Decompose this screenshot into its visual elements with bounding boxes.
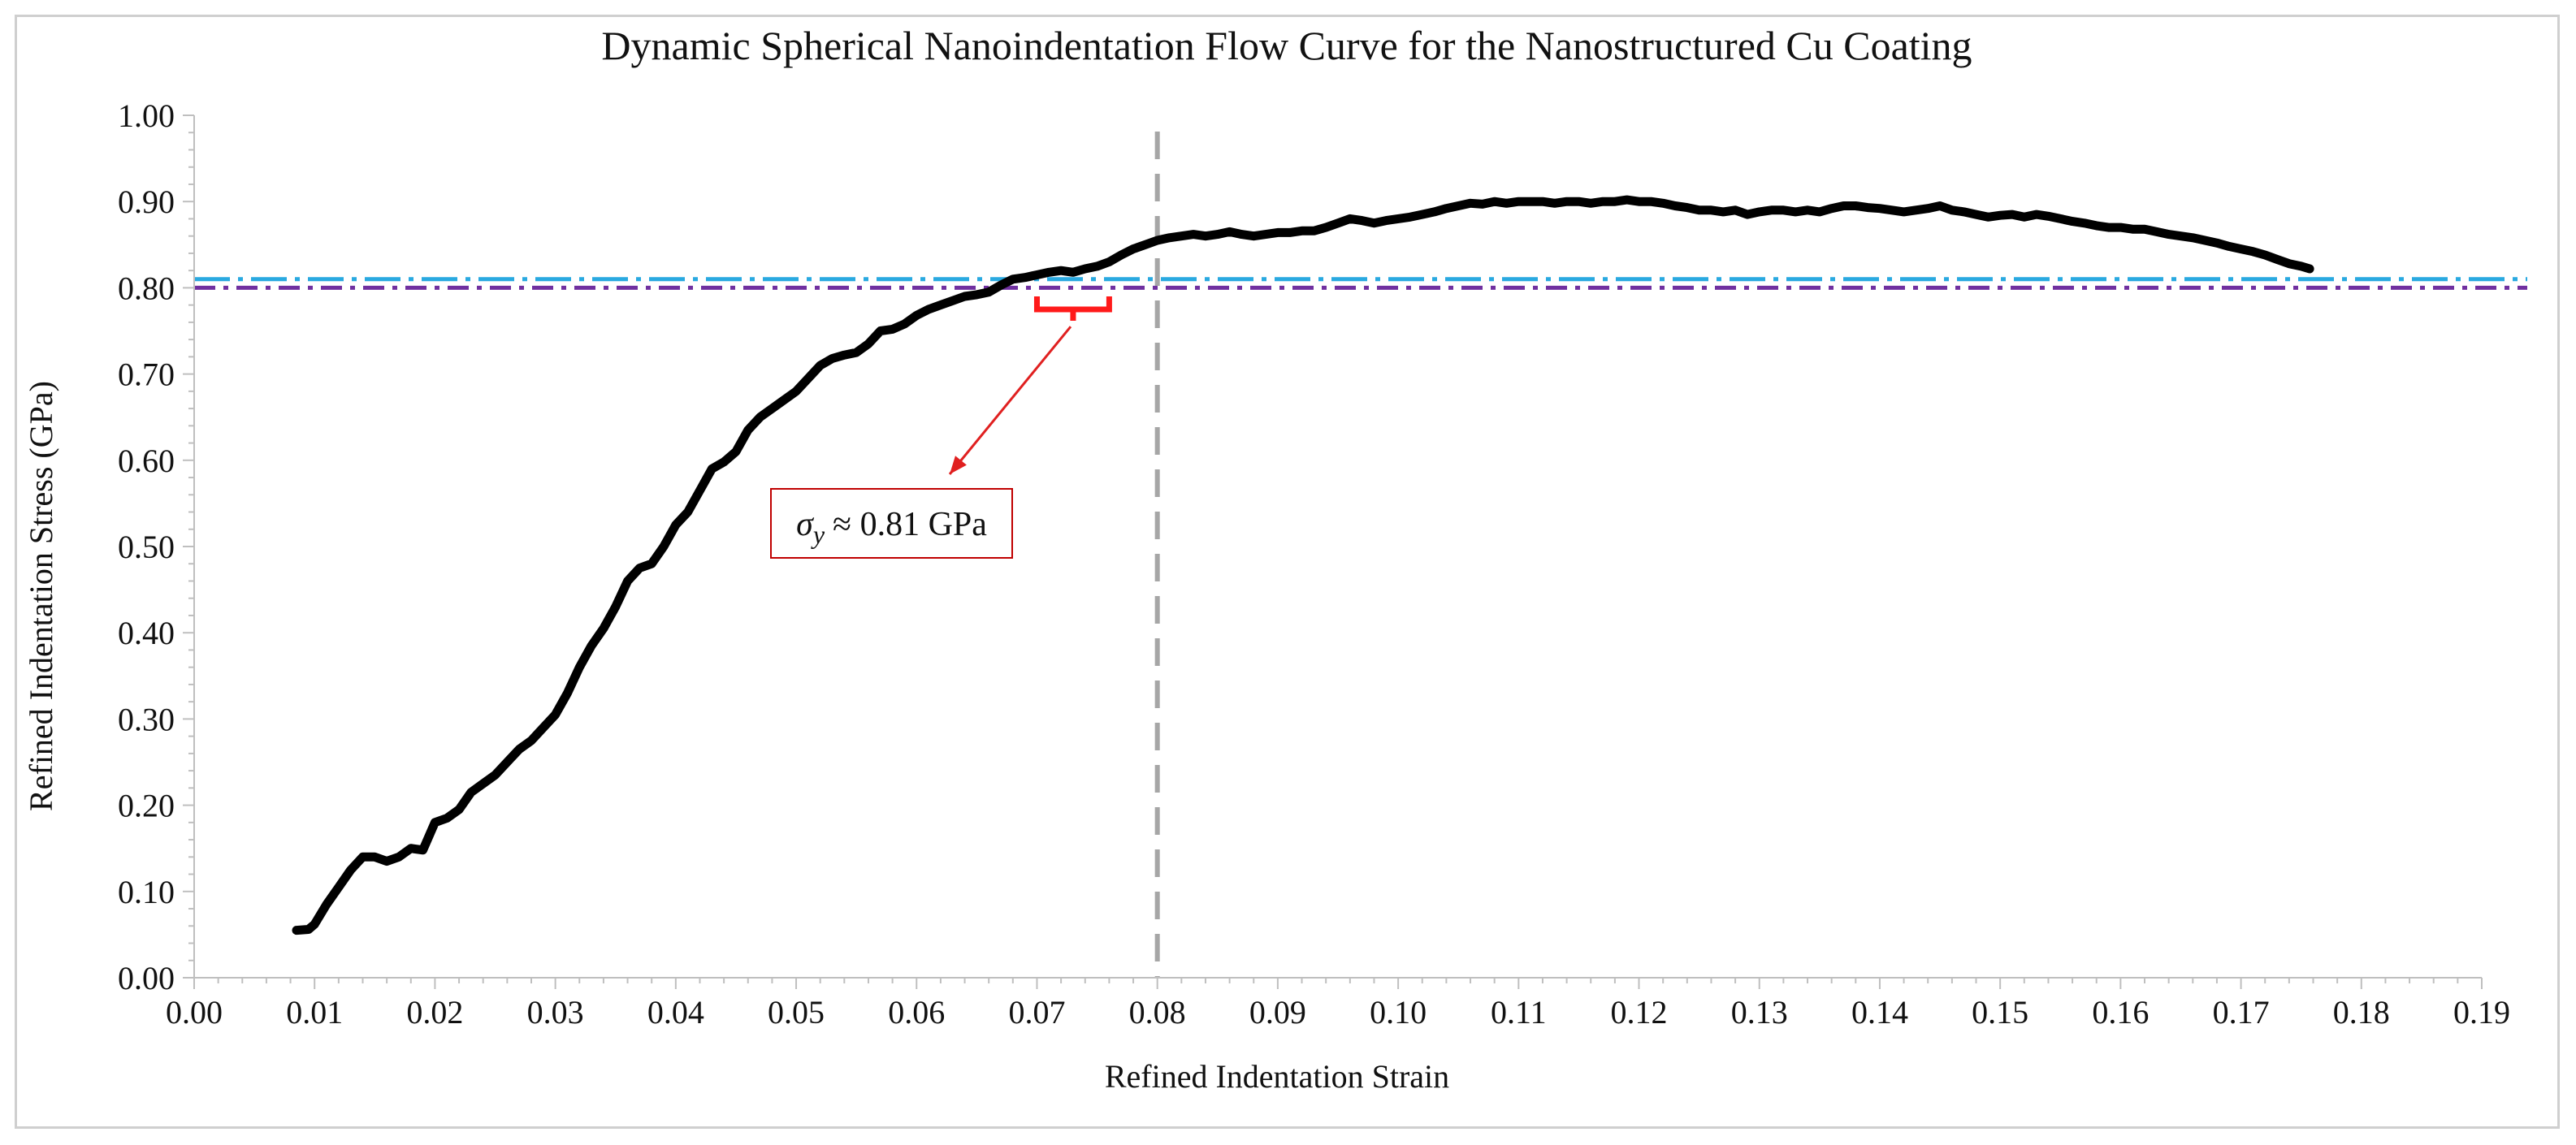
x-tick-label: 0.06 (888, 994, 945, 1030)
annotation-arrow-head (950, 456, 967, 474)
annotation-arrow-line (948, 326, 1072, 475)
x-tick-label: 0.05 (768, 994, 825, 1030)
x-tick-label: 0.15 (1972, 994, 2028, 1030)
x-tick-label: 0.02 (406, 994, 463, 1030)
y-tick-label: 0.30 (118, 701, 175, 737)
chart-svg: Dynamic Spherical Nanoindentation Flow C… (23, 23, 2527, 1095)
x-tick-label: 0.14 (1851, 994, 1908, 1030)
x-tick-label: 0.10 (1370, 994, 1427, 1030)
axes (193, 115, 2482, 979)
annotation-box (770, 488, 1013, 559)
x-axis-title: Refined Indentation Strain (1105, 1058, 1449, 1095)
y-tick-label: 1.00 (118, 97, 175, 134)
x-tick-label: 0.19 (2453, 994, 2510, 1030)
y-tick-label: 0.60 (118, 443, 175, 479)
annotation-value: ≈ 0.81 GPa (833, 506, 987, 543)
x-tick-label: 0.09 (1249, 994, 1306, 1030)
y-tick-label: 0.10 (118, 874, 175, 910)
y-axis-title: Refined Indentation Stress (GPa) (23, 381, 59, 811)
x-axis-ticks: 0.00 0.01 0.02 0.03 0.04 0.05 0.06 0.07 0.08 0.09… (166, 978, 2510, 1030)
x-tick-label: 0.00 (166, 994, 223, 1030)
x-tick-label: 0.17 (2213, 994, 2270, 1030)
x-tick-label: 0.08 (1129, 994, 1186, 1030)
x-tick-label: 0.16 (2092, 994, 2149, 1030)
y-tick-label: 0.20 (118, 788, 175, 824)
plot-area: 0.00 0.01 0.02 0.03 0.04 0.05 0.06 0.07 0.08 0.09… (118, 97, 2527, 1030)
y-tick-label: 0.80 (118, 270, 175, 306)
chart-frame: Dynamic Spherical Nanoindentation Flow C… (15, 15, 2560, 1129)
x-tick-label: 0.07 (1008, 994, 1065, 1030)
yield-annotation: σy ≈ 0.81 GPa (770, 296, 1112, 559)
x-tick-label: 0.11 (1491, 994, 1547, 1030)
y-tick-label: 0.50 (118, 529, 175, 565)
yield-bracket (1033, 296, 1112, 321)
x-tick-label: 0.13 (1731, 994, 1788, 1030)
flow-curve-line (292, 195, 2314, 935)
x-tick-label: 0.03 (527, 994, 584, 1030)
y-axis-ticks: 0.00 0.10 0.20 0.30 0.40 0.50 0.60 0.70 0.80 0.90… (118, 97, 194, 996)
y-tick-label: 0.40 (118, 615, 175, 651)
y-tick-label: 0.00 (118, 960, 175, 996)
reference-lines (194, 132, 2527, 978)
annotation-text: σy ≈ 0.81 GPa (796, 506, 987, 549)
x-tick-label: 0.12 (1611, 994, 1668, 1030)
x-tick-label: 0.18 (2333, 994, 2390, 1030)
annotation-sigma: σ (796, 506, 815, 543)
y-tick-label: 0.70 (118, 356, 175, 393)
x-tick-label: 0.01 (286, 994, 343, 1030)
chart-title: Dynamic Spherical Nanoindentation Flow C… (601, 23, 1972, 68)
x-tick-label: 0.04 (647, 994, 704, 1030)
annotation-subscript: y (811, 520, 825, 549)
y-tick-label: 0.90 (118, 184, 175, 220)
